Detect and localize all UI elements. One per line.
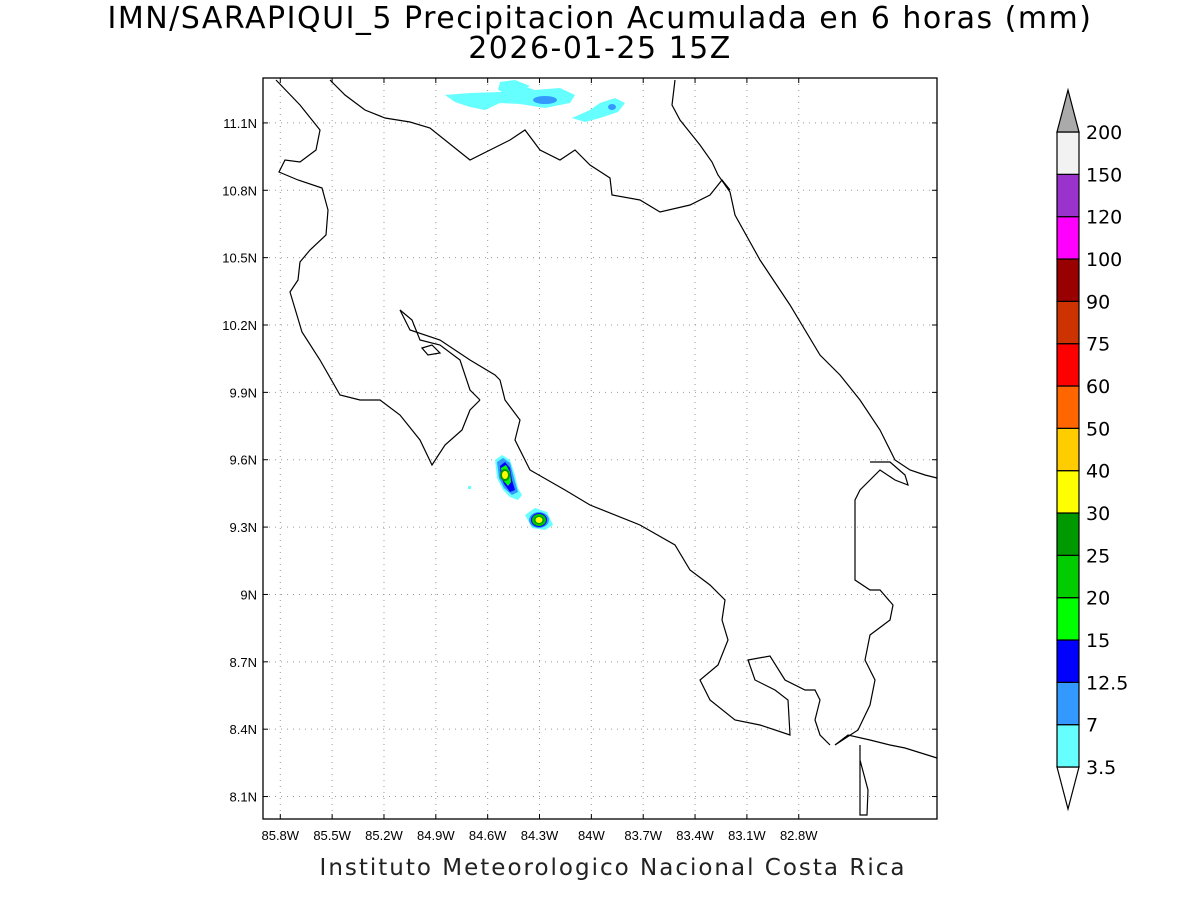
- lat-tick-label: 10.2N: [222, 318, 257, 333]
- plot-frame: [262, 77, 938, 820]
- colorbar-swatch: [1056, 385, 1080, 429]
- colorbar-label: 12.5: [1086, 672, 1128, 694]
- colorbar-upper-arrow: [1056, 87, 1080, 133]
- colorbar-swatch: [1056, 300, 1080, 345]
- colorbar-label: 7: [1086, 715, 1098, 737]
- lon-tick-label: 83.4W: [676, 828, 714, 843]
- colorbar-label: 200: [1086, 122, 1122, 144]
- colorbar-swatch: [1056, 427, 1080, 472]
- map-valid-time: 2026-01-25 15Z: [468, 31, 732, 66]
- lat-tick-label: 9.6N: [230, 453, 257, 468]
- lon-tick-label: 84.9W: [417, 828, 455, 843]
- precip-core-north-2: [608, 104, 616, 110]
- lon-tick-label: 84W: [578, 828, 605, 843]
- lon-tick-label: 84.6W: [469, 828, 507, 843]
- lake-nicaragua-shore: [329, 79, 731, 213]
- colorbar-label: 120: [1086, 207, 1122, 229]
- colorbar-lower-arrow: [1056, 766, 1080, 812]
- lon-tick-label: 85.5W: [313, 828, 351, 843]
- colorbar-swatch: [1056, 639, 1080, 683]
- colorbar-swatch: [1056, 512, 1080, 556]
- lat-tick-label: 9.9N: [230, 385, 257, 400]
- colorbar-swatch: [1056, 470, 1080, 514]
- colorbar-swatch: [1056, 216, 1080, 260]
- lat-tick-label: 10.8N: [222, 183, 257, 198]
- lat-tick-label: 9.3N: [230, 520, 257, 535]
- lat-tick-label: 8.7N: [230, 655, 257, 670]
- colorbar-label: 40: [1086, 461, 1110, 483]
- pacific-coast: [399, 309, 831, 746]
- footer-credit: Instituto Meteorologico Nacional Costa R…: [319, 855, 907, 881]
- colorbar-label: 90: [1086, 291, 1110, 313]
- precip-area-north-2: [572, 98, 625, 122]
- colorbar-label: 60: [1086, 376, 1110, 398]
- colorbar-swatch: [1056, 597, 1080, 641]
- colorbar-label: 25: [1086, 545, 1110, 567]
- lon-tick-label: 83.1W: [728, 828, 766, 843]
- lon-tick-label: 82.8W: [780, 828, 818, 843]
- precip-area-north-1b: [498, 80, 530, 95]
- colorbar-swatch: [1056, 131, 1080, 175]
- colorbar-swatch: [1056, 681, 1080, 726]
- colorbar-swatch: [1056, 554, 1080, 599]
- colorbar-swatch: [1056, 343, 1080, 387]
- precip-core-north-1: [533, 96, 557, 104]
- lon-tick-label: 84.3W: [521, 828, 559, 843]
- lat-tick-label: 10.5N: [222, 251, 257, 266]
- colorbar-label: 20: [1086, 588, 1110, 610]
- precipitation-areas: [445, 80, 625, 530]
- colorbar-swatch: [1056, 173, 1080, 218]
- colorbar-swatch: [1056, 258, 1080, 302]
- lat-tick-label: 11.1N: [223, 116, 257, 131]
- caribbean-coast: [671, 79, 938, 479]
- map-grid: [263, 78, 937, 819]
- lat-tick-label: 8.1N: [230, 790, 257, 805]
- colorbar: 3.5 7 12.5 15 20 25 30 40 50 60 75 90 100 120 150 200: [1056, 87, 1128, 812]
- colorbar-label: 100: [1086, 249, 1122, 271]
- coastline: [275, 79, 938, 816]
- northern-border: [275, 79, 481, 467]
- lon-tick-label: 83.7W: [624, 828, 662, 843]
- colorbar-label: 30: [1086, 503, 1110, 525]
- colorbar-label: 3.5: [1086, 757, 1116, 779]
- colorbar-swatch: [1056, 724, 1080, 768]
- lat-tick-label: 8.4N: [230, 722, 257, 737]
- colorbar-label: 50: [1086, 418, 1110, 440]
- lon-tick-label: 85.8W: [261, 828, 299, 843]
- lon-tick-label: 85.2W: [365, 828, 403, 843]
- precip-speck: [468, 486, 471, 489]
- nicoya-gulf-coast: [399, 309, 481, 401]
- colorbar-label: 15: [1086, 630, 1110, 652]
- panama-border: [834, 461, 938, 759]
- colorbar-label: 75: [1086, 334, 1110, 356]
- lat-tick-label: 9N: [240, 587, 257, 602]
- colorbar-label: 150: [1086, 164, 1122, 186]
- map-title: IMN/SARAPIQUI_5 Precipitacion Acumulada …: [107, 1, 1093, 36]
